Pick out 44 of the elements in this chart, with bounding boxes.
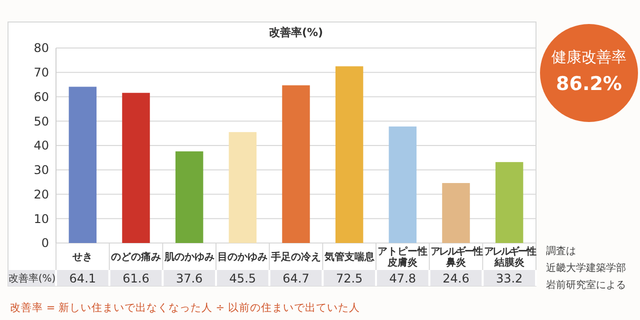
text: 86.2% bbox=[556, 73, 622, 95]
text: 改善率(%) bbox=[8, 272, 56, 284]
y-tick-label: 0 bbox=[41, 236, 49, 250]
bar bbox=[442, 183, 470, 243]
data-label: 47.8 bbox=[389, 271, 416, 286]
bar bbox=[68, 86, 97, 243]
text: 健康改善率 bbox=[552, 48, 626, 66]
chart-title: 改善率(%) bbox=[268, 26, 324, 39]
bar bbox=[228, 132, 257, 243]
bar bbox=[335, 66, 364, 243]
x-tick-label: アレルギー性鼻炎 bbox=[430, 246, 483, 268]
data-label: 61.6 bbox=[122, 271, 150, 286]
text: 近畿大学建築学部 bbox=[546, 262, 626, 274]
data-label: 72.5 bbox=[336, 271, 363, 286]
y-tick-label: 30 bbox=[34, 163, 49, 178]
text: 改善率 = 新しい住まいで出なくなった人 ÷ 以前の住まいで出ていた人 bbox=[10, 301, 360, 314]
x-tick-label: アトピー性皮膚炎 bbox=[378, 246, 428, 268]
text: 岩前研究室による bbox=[546, 279, 626, 291]
text: 調査は bbox=[546, 245, 576, 257]
data-label: 24.6 bbox=[442, 271, 470, 286]
data-label: 37.6 bbox=[176, 271, 203, 286]
y-tick-label: 40 bbox=[34, 138, 49, 153]
y-tick-label: 20 bbox=[34, 187, 49, 202]
bar bbox=[175, 151, 204, 243]
y-tick-label: 60 bbox=[34, 90, 49, 104]
data-label: 33.2 bbox=[496, 271, 523, 286]
x-tick-label: 気管支喘息 bbox=[323, 251, 376, 263]
y-tick-label: 80 bbox=[34, 41, 49, 56]
x-tick-label: せき bbox=[72, 252, 93, 263]
bar bbox=[122, 92, 150, 243]
y-tick-label: 70 bbox=[34, 66, 49, 80]
y-tick-label: 50 bbox=[34, 114, 49, 128]
bar bbox=[282, 85, 310, 243]
data-label: 64.7 bbox=[282, 271, 310, 286]
data-label: 64.1 bbox=[69, 271, 96, 286]
x-tick-label: 手足の冷え bbox=[270, 251, 321, 263]
x-tick-label: のどの痛み bbox=[111, 251, 161, 263]
data-label: 45.5 bbox=[229, 271, 256, 286]
x-tick-label: 目のかゆみ bbox=[218, 252, 268, 263]
x-tick-label: アレルギー性結膜炎 bbox=[484, 246, 536, 268]
bar bbox=[495, 162, 524, 243]
x-tick-label: 肌のかゆみ bbox=[163, 252, 214, 263]
bar bbox=[388, 126, 417, 243]
y-tick-label: 10 bbox=[34, 212, 49, 226]
